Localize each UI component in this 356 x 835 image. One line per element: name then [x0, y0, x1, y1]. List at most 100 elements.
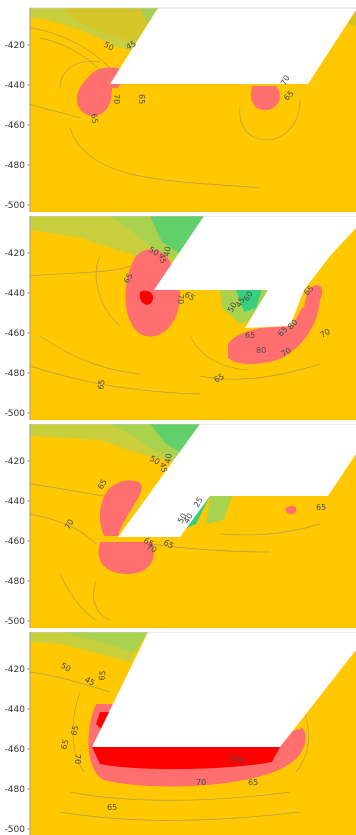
plot-area — [30, 632, 356, 835]
contour-label: 65 — [122, 272, 135, 285]
contour-label: 70 — [279, 74, 292, 87]
contour-region — [125, 249, 181, 337]
contour-label: 65 — [142, 536, 155, 549]
contour-region — [228, 294, 321, 364]
y-tick-label: -500 — [5, 409, 26, 419]
contour-line — [39, 335, 141, 375]
contour-line — [30, 513, 97, 545]
contour-region — [99, 480, 142, 536]
contour-label: 65 — [213, 372, 226, 385]
contour-line — [93, 581, 111, 621]
contour-label: 65 — [316, 503, 326, 512]
y-tick-label: -440 — [5, 289, 26, 299]
contour-label: 65 — [248, 778, 258, 787]
contour-label: 65 — [69, 724, 80, 736]
y-tick-label: -480 — [5, 161, 26, 171]
panel-separator — [0, 420, 356, 424]
contour-line — [30, 671, 111, 693]
contour-line — [189, 335, 249, 371]
contour-line — [95, 255, 121, 327]
contour-region — [98, 542, 154, 574]
contour-label: 45 — [83, 675, 96, 688]
contour-label: 50 — [59, 661, 72, 674]
contour-label: 45 — [125, 39, 138, 52]
contour-line — [149, 543, 271, 553]
contour-label: 70 — [319, 327, 332, 340]
contour-region — [150, 216, 204, 254]
contour-region — [206, 496, 232, 524]
y-tick-label: -500 — [5, 201, 26, 211]
y-tick-label: -420 — [5, 665, 26, 675]
contour-region — [60, 632, 148, 652]
contour-line — [199, 363, 321, 380]
plot-area — [30, 216, 356, 420]
contour-label: 45 — [157, 253, 168, 265]
masked-region — [118, 424, 356, 537]
contour-line — [59, 60, 101, 89]
contour-label: 50 — [176, 512, 189, 525]
contour-line — [219, 523, 321, 536]
contour-label: 70 — [112, 94, 121, 104]
contour-line — [30, 483, 105, 497]
contour-region — [139, 290, 154, 305]
masked-region — [154, 216, 356, 328]
contour-label: 70 — [63, 518, 76, 531]
y-tick-label: -460 — [5, 745, 26, 755]
contour-label: 65 — [107, 803, 117, 812]
contour-line — [30, 27, 111, 69]
panel-separator — [0, 628, 356, 632]
y-tick-label: -480 — [5, 577, 26, 587]
contour-label: 80 — [256, 346, 266, 355]
contour-line — [30, 265, 131, 277]
contour-label: 45 — [158, 462, 169, 474]
contour-region — [285, 505, 297, 515]
y-tick-label: -420 — [5, 41, 26, 51]
y-tick-label: -500 — [5, 825, 26, 835]
y-tick-label: -440 — [5, 705, 26, 715]
contour-label: 40 — [182, 512, 195, 525]
contour-label: 65 — [183, 290, 196, 303]
contour-line — [239, 99, 301, 141]
y-tick-label: -480 — [5, 785, 26, 795]
y-tick-label: -480 — [5, 369, 26, 379]
contour-label: 65 — [96, 478, 109, 491]
contour-label: 65 — [96, 379, 107, 391]
contour-label: 50 — [226, 301, 239, 314]
contour-label: 40 — [163, 453, 174, 465]
contour-line — [69, 791, 291, 801]
contour-line — [59, 573, 97, 621]
contour-line — [30, 103, 81, 119]
contour-label: 70 — [145, 542, 158, 555]
panel-separator — [0, 212, 356, 216]
contour-region — [304, 285, 323, 306]
contour-label: 70 — [176, 294, 185, 304]
contour-label: 60 — [242, 290, 255, 303]
y-tick-label: -460 — [5, 329, 26, 339]
contour-label: 70 — [73, 754, 82, 764]
contour-line — [72, 691, 85, 773]
contour-label: 65 — [89, 113, 100, 125]
contour-label: 40 — [162, 246, 173, 258]
contour-label: 45 — [234, 296, 247, 309]
contour-region — [250, 86, 280, 111]
contour-label: 50 — [147, 245, 160, 258]
contour-line — [59, 811, 301, 821]
contour-region — [92, 747, 280, 770]
y-tick-label: -440 — [5, 81, 26, 91]
contour-label: 65 — [137, 94, 146, 104]
plot-area — [30, 8, 356, 212]
masked-region — [110, 8, 356, 84]
plot-area — [30, 424, 356, 628]
masked-region — [92, 632, 356, 747]
y-tick-label: -460 — [5, 121, 26, 131]
contour-line — [30, 365, 201, 395]
contour-line — [69, 127, 261, 189]
contour-region — [236, 290, 262, 312]
contour-label: 50 — [102, 40, 115, 53]
